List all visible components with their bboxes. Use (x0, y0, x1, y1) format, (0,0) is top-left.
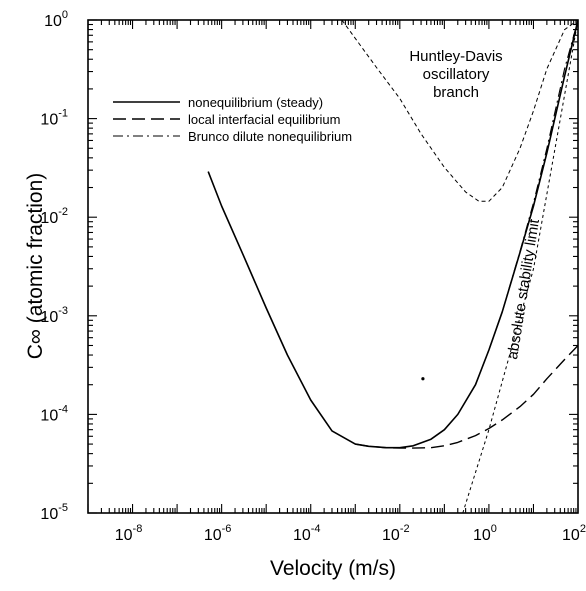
series-brunco-dilute-nonequilibrium (474, 20, 578, 385)
x-tick-label: 10-6 (204, 523, 232, 544)
x-tick-label: 100 (473, 523, 497, 544)
annotation-oscillatory-branch: Huntley-Davis (409, 48, 502, 65)
series-huntley-davis-oscillatory-branch (341, 20, 578, 202)
series-nonequilibrium-steady (207, 20, 578, 449)
data-point-marker (421, 377, 425, 381)
legend-label-nonequilibrium-steady: nonequilibrium (steady) (188, 95, 323, 110)
y-tick-label: 10-4 (40, 403, 68, 424)
plot-frame (87, 19, 579, 514)
tick-labels: 10-8 10-6 10-4 10-2 100 10210-510-410-310-210… (40, 9, 586, 544)
x-tick-label: 10-4 (293, 523, 321, 544)
series-group (207, 20, 578, 513)
legend-label-brunco-dilute-nonequilibrium: Brunco dilute nonequilibrium (188, 129, 352, 144)
axis-ticks (87, 19, 579, 514)
x-tick-label: 102 (562, 523, 586, 544)
y-axis-title: C∞ (atomic fraction) (24, 173, 47, 360)
x-axis-title: Velocity (m/s) (270, 557, 396, 580)
x-tick-label: 10-2 (382, 523, 410, 544)
legend-label-local-interfacial-equilibrium: local interfacial equilibrium (188, 112, 340, 127)
y-tick-label: 10-1 (40, 108, 68, 129)
y-tick-label: 10-5 (40, 502, 68, 523)
series-absolute-stability-limit (462, 20, 578, 513)
x-tick-label: 10-8 (115, 523, 143, 544)
annotation-oscillatory-branch: oscillatory (423, 66, 490, 83)
y-tick-label: 100 (44, 9, 68, 30)
series-local-interfacial-equilibrium (355, 345, 578, 449)
legend: nonequilibrium (steady) local interfacial… (113, 95, 352, 144)
annotation-oscillatory-branch: branch (433, 84, 479, 101)
